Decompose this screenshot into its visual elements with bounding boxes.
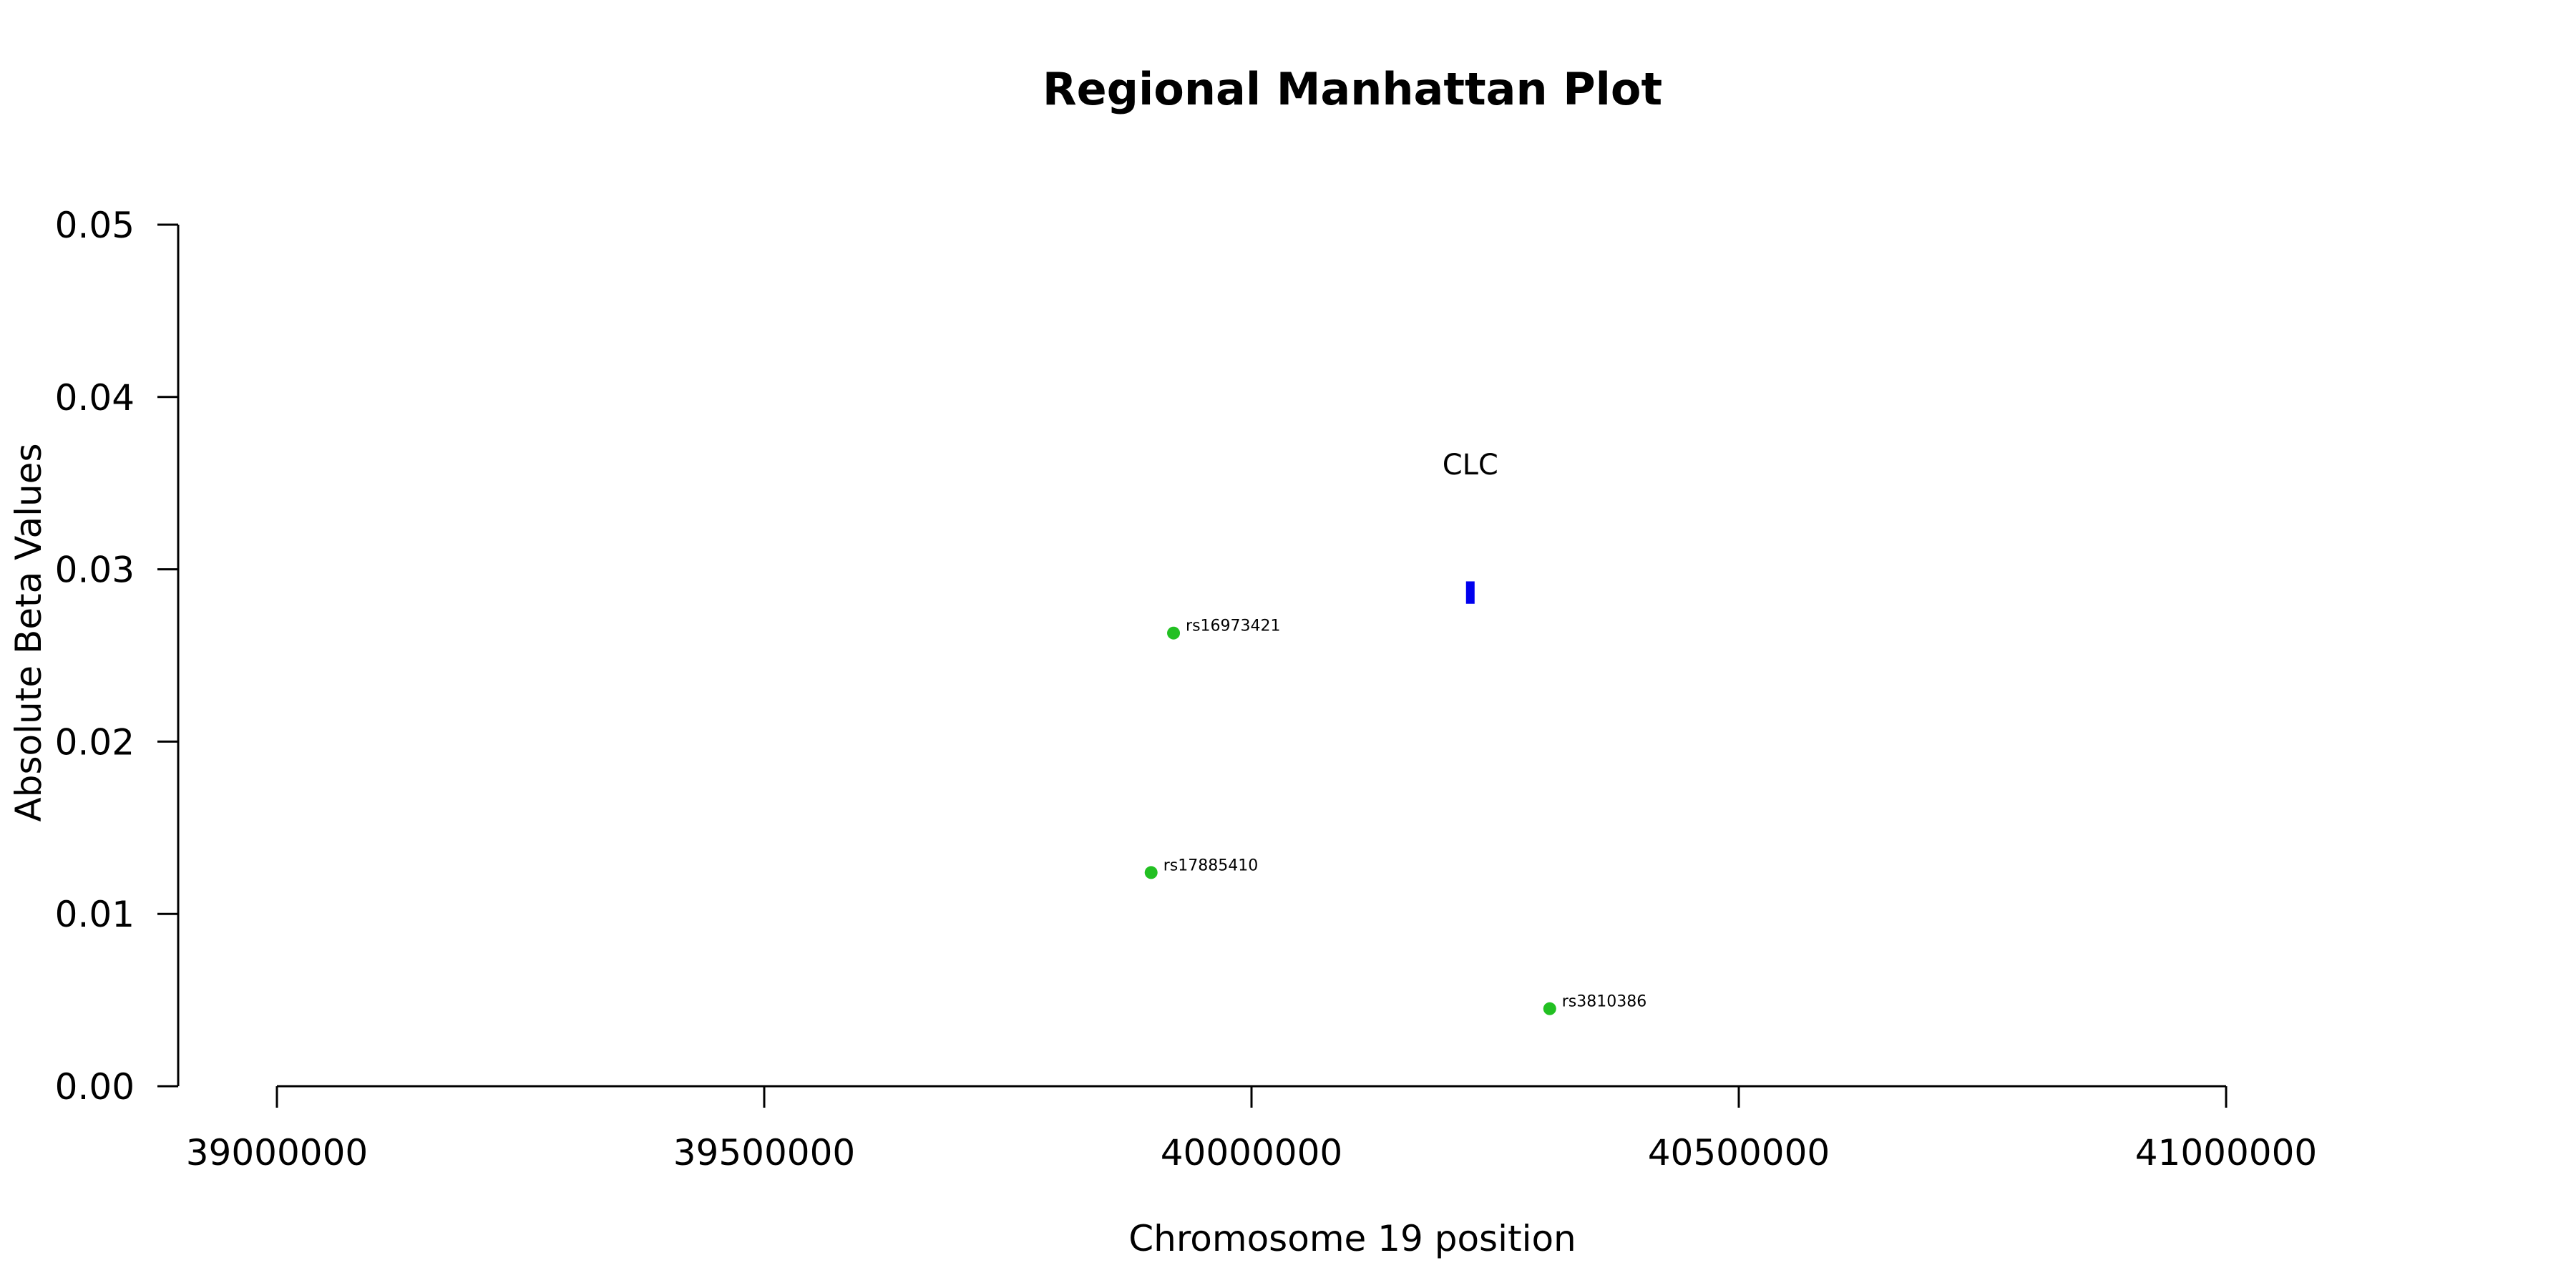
x-tick-label: 39000000 <box>186 1132 369 1174</box>
x-axis-ticks: 39000000 39500000 40000000 40500000 41000000 <box>186 1086 2318 1174</box>
gene-marker-group: CLC <box>1443 449 1498 604</box>
y-tick-label: 0.04 <box>55 377 135 419</box>
y-tick-label: 0.01 <box>55 894 135 935</box>
x-tick-label: 39500000 <box>673 1132 856 1174</box>
y-tick-label: 0.05 <box>55 205 135 246</box>
x-tick-label: 40500000 <box>1648 1132 1830 1174</box>
chart-title: Regional Manhattan Plot <box>1043 63 1662 115</box>
y-axis-label: Absolute Beta Values <box>8 444 49 822</box>
x-axis-label: Chromosome 19 position <box>1128 1218 1576 1259</box>
gene-bar <box>1465 581 1475 604</box>
point-label: rs16973421 <box>1186 618 1280 635</box>
y-tick-label: 0.02 <box>55 721 135 763</box>
point-label: rs17885410 <box>1163 857 1258 874</box>
y-tick-label: 0.00 <box>55 1066 135 1108</box>
x-tick-label: 41000000 <box>2135 1132 2318 1174</box>
y-axis-ticks: 0.00 0.01 0.02 0.03 0.04 0.05 <box>55 205 178 1108</box>
data-points: rs16973421 rs17885410 rs3810386 <box>1144 618 1647 1015</box>
data-point <box>1167 626 1181 640</box>
point-label: rs3810386 <box>1562 993 1647 1011</box>
gene-label: CLC <box>1443 449 1498 482</box>
y-tick-label: 0.03 <box>55 550 135 591</box>
data-point <box>1543 1002 1556 1015</box>
data-point <box>1144 866 1158 879</box>
x-tick-label: 40000000 <box>1161 1132 1343 1174</box>
